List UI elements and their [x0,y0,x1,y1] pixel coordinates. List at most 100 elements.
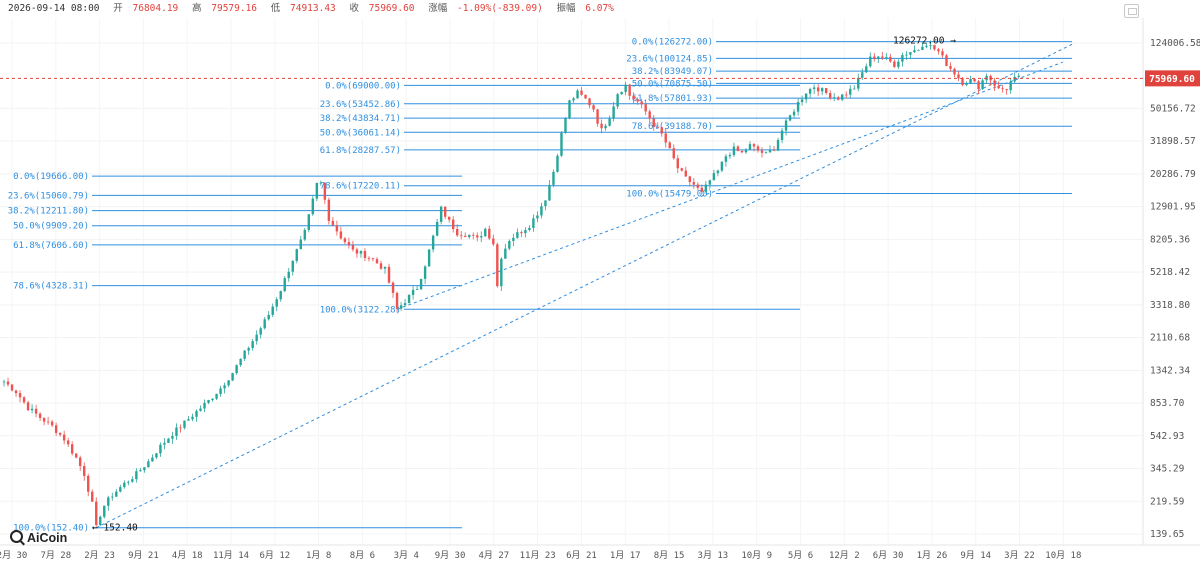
candle-body [235,365,238,374]
candle-body [572,98,575,101]
y-tick-label: 50156.72 [1150,103,1196,114]
candle-body [38,413,42,418]
candle-body [367,257,371,259]
candle-body [616,94,619,107]
x-tick-label: 11月 14 [213,550,249,561]
candle-body [664,133,667,143]
open-label: 开 [113,3,123,14]
x-tick-label: 3月 22 [1004,550,1035,561]
candle-body [636,99,639,102]
candle-body [363,251,367,258]
aicoin-logo: AiCoin [10,530,67,545]
candle-body [764,152,768,154]
candle-body [792,111,796,116]
fib-level-label: 38.2%(12211.80) [8,207,89,217]
chart-settings-icon[interactable] [1124,4,1139,18]
candle-body [724,156,728,162]
candle-body [1001,88,1004,90]
candle-body [167,438,170,443]
candle-body [708,180,712,185]
candle-body [271,306,274,315]
candle-body [431,235,435,250]
candle-body [917,49,920,51]
candle-body [692,182,696,185]
x-tick-label: 9月 30 [435,550,466,561]
fib-level-label: 100.0%(15479.00) [626,189,713,199]
candle-body [596,109,599,124]
candle-body [977,81,980,90]
candle-body [492,238,495,245]
candle-body [676,158,679,169]
fib-level-label: 0.0%(69000.00) [325,81,401,91]
candle-body [873,56,876,59]
candle-body [460,235,463,237]
fib-level-label: 50.0%(70875.50) [632,79,713,89]
candle-body [644,104,647,112]
candle-body [828,93,832,99]
y-tick-label: 3318.80 [1150,300,1190,311]
candle-body [857,77,860,89]
fib-retracements: 0.0%(19666.00) 23.6%(15060.79) 38.2%(12211… [8,38,1072,534]
candle-body [58,432,62,435]
y-tick-label: 139.65 [1150,529,1184,540]
candle-body [760,150,764,153]
candle-body [620,91,623,95]
candle-body [135,471,138,480]
candle-body [391,282,395,293]
trendline-lower [396,61,1063,310]
candle-body [159,444,162,454]
candle-body [183,420,186,428]
candle-body [287,271,290,279]
fib-level-label: 23.6%(100124.85) [626,54,713,64]
candle-body [949,66,952,69]
candle-body [881,56,884,58]
candle-body [207,399,210,403]
candle-body [50,421,54,426]
candle-body [780,130,784,140]
candle-body [832,97,836,99]
x-tick-label: 6月 30 [873,550,904,561]
candle-body [929,45,932,46]
candle-body [756,146,760,151]
candle-body [897,61,900,67]
low-extreme-label: ← 152.40 [92,523,138,534]
candle-body [70,444,74,454]
candle-body [556,155,559,172]
candle-body [34,408,38,414]
candle-body [804,93,808,100]
candle-body [748,144,752,151]
candle-body [548,184,551,201]
candle-body [953,68,956,75]
candle-body [247,348,250,351]
candle-body [752,144,756,147]
open-value: 76804.19 [132,3,179,14]
candle-body [66,440,70,445]
candle-body [319,182,323,184]
y-tick-label: 219.59 [1150,496,1185,507]
y-tick-label: 2110.68 [1150,333,1190,344]
candle-body [26,402,30,411]
candle-body [772,150,776,151]
fib-level-label: 0.0%(19666.00) [13,172,89,182]
candle-body [375,259,379,264]
candle-body [800,99,804,103]
candle-body [399,305,403,309]
candle-body [628,84,631,96]
amplitude-value: 6.07% [585,3,614,14]
candle-body [652,118,655,127]
candle-body [516,232,519,238]
candle-body [291,260,294,272]
candle-body [648,111,651,119]
x-tick-label: 10月 9 [741,550,772,561]
candle-body [464,235,467,238]
x-tick-label: 12月 2 [829,550,860,561]
candle-body [219,388,222,394]
trendlines [96,42,1076,529]
x-tick-label: 8月 6 [350,550,375,561]
candle-body [668,142,671,149]
candle-body [824,88,828,94]
candle-body [343,238,347,243]
y-axis: 124006.58 50156.72 31898.57 20286.79 12901.9… [1142,18,1200,545]
candle-body [275,299,278,307]
